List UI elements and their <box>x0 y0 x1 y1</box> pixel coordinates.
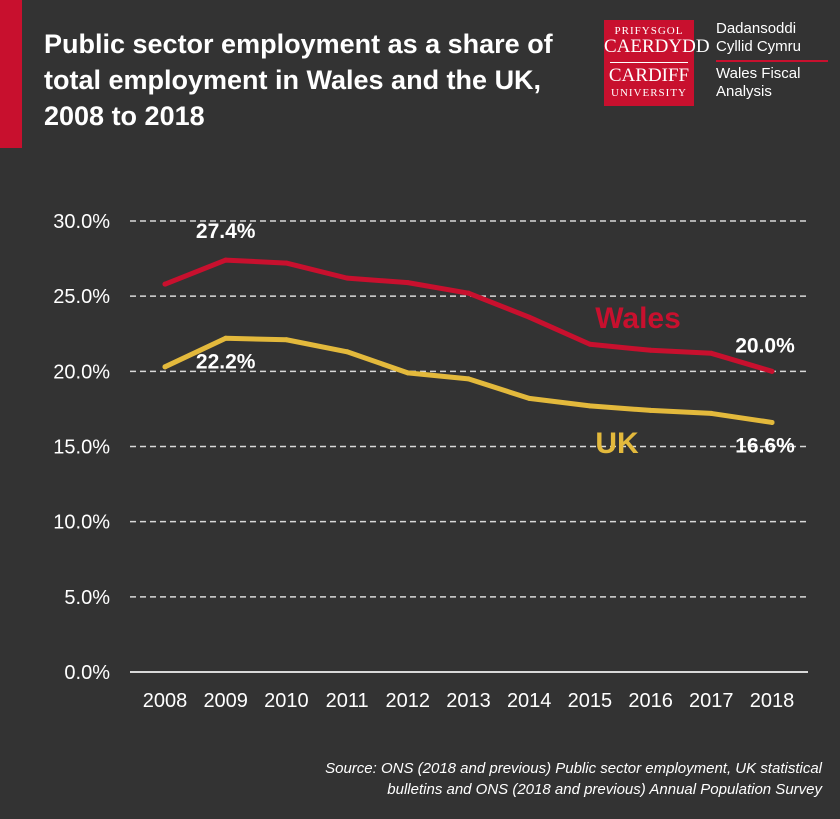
cardiff-university-logo: PRIFYSGOL CAERDYDD CARDIFF UNIVERSITY <box>604 20 710 106</box>
logo-line-cardiff: CARDIFF <box>608 65 690 86</box>
data-point <box>466 376 471 382</box>
source-note: Source: ONS (2018 and previous) Public s… <box>202 758 822 800</box>
wfa-welsh-line2: Cyllid Cymru <box>716 38 802 55</box>
data-point <box>344 349 350 355</box>
page-title: Public sector employment as a share of t… <box>44 29 553 131</box>
data-point <box>769 368 775 374</box>
data-point <box>648 347 654 353</box>
data-label: 20.0% <box>735 334 795 357</box>
y-tick-label: 20.0% <box>53 361 110 383</box>
x-tick-label: 2009 <box>203 690 248 712</box>
data-point <box>223 257 229 263</box>
x-tick-label: 2008 <box>143 690 188 712</box>
data-point <box>344 275 350 281</box>
data-point <box>526 395 532 401</box>
y-tick-label: 0.0% <box>64 662 110 684</box>
x-tick-label: 2010 <box>264 690 309 712</box>
wfa-english-line1: Wales Fiscal <box>716 65 801 82</box>
data-label: 16.6% <box>735 434 795 457</box>
series-line-wales <box>162 257 775 374</box>
series-label-uk: UK <box>595 427 639 460</box>
x-tick-label: 2018 <box>750 690 795 712</box>
logo-line-prifysgol: PRIFYSGOL <box>614 25 684 37</box>
x-tick-label: 2012 <box>386 690 431 712</box>
data-point <box>708 410 714 416</box>
data-label: 22.2% <box>196 350 256 373</box>
logo-line-university: UNIVERSITY <box>611 87 687 99</box>
data-point <box>587 341 593 347</box>
data-point <box>769 419 775 425</box>
data-point <box>223 335 229 341</box>
logo-line-caerdydd: CAERDYDD <box>604 36 710 57</box>
wfa-divider <box>716 60 828 62</box>
data-point <box>708 350 714 356</box>
data-point <box>283 260 289 266</box>
y-tick-label: 10.0% <box>53 512 110 534</box>
data-label: 27.4% <box>196 220 256 243</box>
y-tick-label: 25.0% <box>53 286 110 308</box>
y-tick-label: 30.0% <box>53 211 110 233</box>
data-point <box>283 337 289 343</box>
wales-fiscal-analysis-label: Dadansoddi Cyllid Cymru Wales Fiscal Ana… <box>716 20 836 101</box>
data-point <box>587 403 593 409</box>
accent-bar <box>0 0 22 148</box>
x-tick-label: 2011 <box>326 690 369 712</box>
x-tick-label: 2016 <box>628 690 673 712</box>
series-label-wales: Wales <box>595 302 681 335</box>
logo-divider <box>610 62 688 63</box>
data-point <box>405 280 411 286</box>
x-tick-label: 2015 <box>568 690 613 712</box>
x-tick-label: 2017 <box>689 690 734 712</box>
data-point <box>162 364 168 370</box>
data-point <box>648 407 654 413</box>
data-point <box>162 281 168 287</box>
wfa-english-line2: Analysis <box>716 83 772 100</box>
x-tick-label: 2014 <box>507 690 552 712</box>
data-point <box>466 290 471 296</box>
source-line1: Source: ONS (2018 and previous) Public s… <box>325 760 822 777</box>
y-tick-label: 15.0% <box>53 437 110 459</box>
data-point <box>526 314 532 320</box>
data-point <box>405 370 411 376</box>
x-tick-label: 2013 <box>446 690 491 712</box>
y-tick-label: 5.0% <box>64 587 110 609</box>
source-line2: bulletins and ONS (2018 and previous) An… <box>387 781 822 798</box>
wfa-welsh-line1: Dadansoddi <box>716 20 797 37</box>
